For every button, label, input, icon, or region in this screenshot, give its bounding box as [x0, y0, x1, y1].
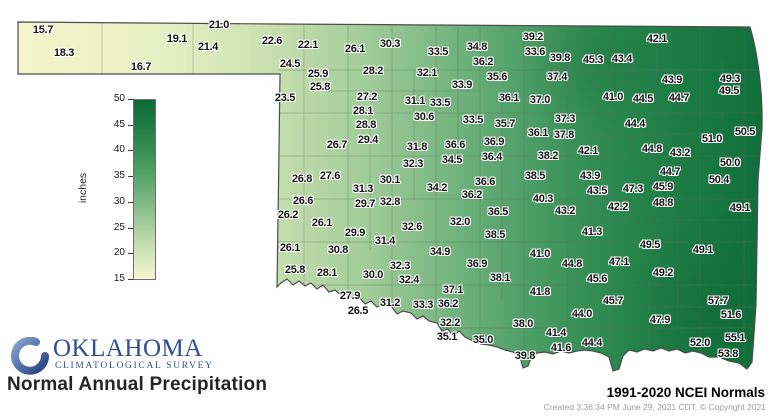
legend-tick-mark: [128, 253, 133, 255]
legend: inches 50 45 40 35 30 25 20 15: [77, 92, 170, 292]
page-title: Normal Annual Precipitation: [7, 374, 268, 395]
legend-tick-label: 25: [113, 221, 125, 233]
legend-tick-mark: [128, 124, 133, 126]
county-boundaries: [101, 22, 763, 371]
legend-tick-label: 50: [113, 93, 125, 104]
legend-tick-label: 20: [113, 247, 125, 259]
normals-period-label: 1991-2020 NCEI Normals: [606, 385, 765, 400]
ocs-logo: OKLAHOMA CLIMATOLOGICAL SURVEY: [10, 335, 214, 377]
created-timestamp: Created 3:36:34 PM June 29, 2021 CDT. © …: [543, 402, 766, 412]
legend-tick-mark: [128, 99, 133, 100]
org-subtitle: CLIMATOLOGICAL SURVEY: [55, 361, 214, 371]
legend-tick-mark: [128, 227, 133, 229]
legend-tick-mark: [128, 150, 133, 152]
legend-tick-mark: [128, 279, 133, 280]
legend-tick-scale: 50 45 40 35 30 25 20 15: [95, 93, 133, 284]
legend-tick-label: 45: [113, 118, 125, 130]
legend-tick-label: 35: [113, 170, 125, 182]
legend-tick-mark: [128, 176, 133, 178]
legend-tick-mark: [128, 201, 133, 203]
ocs-logo-text: OKLAHOMA CLIMATOLOGICAL SURVEY: [53, 335, 214, 371]
ocs-swoosh-icon: [11, 337, 49, 375]
org-name: OKLAHOMA: [53, 335, 203, 362]
legend-unit-label: inches: [77, 172, 90, 204]
legend-tick-label: 30: [113, 195, 125, 207]
legend-tick-label: 40: [113, 144, 125, 156]
legend-tick-label: 15: [113, 273, 125, 284]
legend-colorbar: [133, 99, 156, 280]
